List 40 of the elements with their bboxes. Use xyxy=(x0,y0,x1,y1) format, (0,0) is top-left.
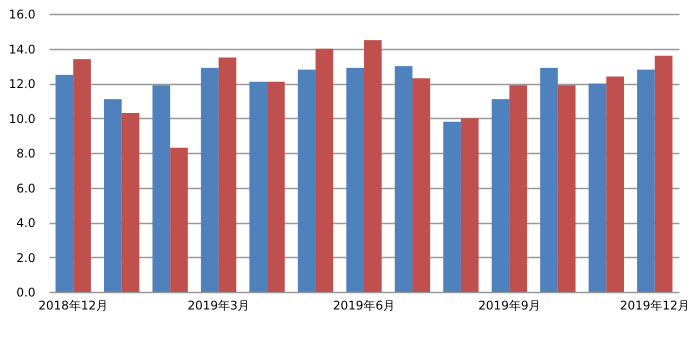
bar xyxy=(443,122,461,292)
bar xyxy=(122,113,140,292)
bar xyxy=(56,74,74,292)
bar xyxy=(200,68,219,292)
bar xyxy=(298,70,316,292)
y-tick-label: 12.0 xyxy=(8,77,36,91)
bar xyxy=(267,82,285,292)
bar xyxy=(346,68,364,292)
x-tick-label: 2018年12月 xyxy=(38,298,108,312)
x-tick-label: 2019年12月 xyxy=(620,298,690,312)
bar xyxy=(170,148,188,292)
bar xyxy=(460,118,479,292)
bar xyxy=(412,78,430,292)
bar xyxy=(316,48,334,292)
y-tick-label: 14.0 xyxy=(8,42,36,56)
y-tick-label: 8.0 xyxy=(16,146,36,160)
y-tick-label: 4.0 xyxy=(16,216,36,230)
bar xyxy=(249,82,268,292)
bar xyxy=(558,85,576,292)
bar xyxy=(588,84,606,292)
x-tick-label: 2019年6月 xyxy=(332,298,396,312)
y-tick-label: 6.0 xyxy=(16,181,36,196)
bar xyxy=(152,85,170,292)
x-tick-label: 2019年3月 xyxy=(188,298,250,312)
y-tick-label: 16.0 xyxy=(8,8,36,22)
y-tick-label: 2.0 xyxy=(16,250,36,265)
bar xyxy=(364,40,382,292)
bar xyxy=(606,76,624,292)
bar xyxy=(654,56,672,292)
x-tick-label: 2019年9月 xyxy=(478,298,540,312)
bar xyxy=(73,59,91,292)
y-tick-label: 0.0 xyxy=(16,286,36,300)
bar xyxy=(509,85,528,292)
bar xyxy=(492,99,510,292)
bar xyxy=(637,70,655,292)
bar xyxy=(104,99,122,292)
y-tick-label: 10.0 xyxy=(8,112,36,126)
bar xyxy=(540,68,558,292)
bar xyxy=(218,57,236,292)
bar xyxy=(394,66,412,292)
